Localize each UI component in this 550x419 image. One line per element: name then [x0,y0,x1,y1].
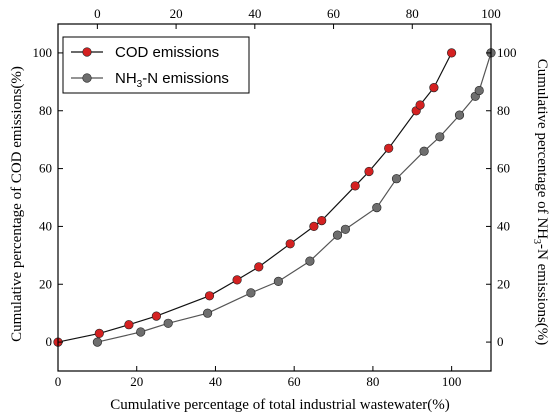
plot-frame [57,23,492,372]
x-top-tick-label: 60 [327,6,340,21]
series-1-point [415,100,425,110]
plot-area [53,48,496,347]
legend-label-2: NH3-N emissions [115,70,229,90]
y-right-tick-label: 100 [497,45,517,60]
legend: COD emissions NH3-N emissions [62,36,250,94]
legend-label-1: COD emissions [115,44,219,61]
y-right-tick-label: 80 [497,103,510,118]
y-left-tick-label: 40 [39,218,52,233]
series-2-point [391,174,402,184]
y-axis-left-title: Cumulative percentage of COD emissions(%… [9,66,25,342]
x-bottom-tick-label: 60 [288,374,301,389]
legend-box [62,36,250,94]
series-2-point [163,318,173,328]
series-1-point [309,221,319,231]
x-bottom-tick-label: 20 [130,374,143,389]
series-1-point [151,311,161,321]
series-1-point [285,239,295,249]
series-line-1 [57,52,453,343]
y-right-tick-label: 40 [497,218,510,233]
y-left-tick-label: 20 [39,276,52,291]
series-2-point [273,276,284,287]
x-top-tick-label: 100 [481,6,501,21]
series-2-point [340,224,351,234]
series-2-point [435,132,445,142]
y-right-tick-label: 60 [497,161,510,176]
series-1-point [124,320,134,330]
y-axis-right-title: Cumulative percentage of NH3-N emissions… [531,59,550,346]
series-2-point [372,203,382,213]
series-1-point [254,262,264,272]
series-2-point [419,146,429,156]
series-1-point [364,166,374,177]
series-2-point [203,308,213,318]
x-bottom-tick-label: 80 [366,374,379,389]
series-2-point [246,288,256,298]
series-1-point [429,82,439,93]
y-left-tick-label: 100 [33,45,53,60]
series-1-point [350,181,360,191]
x-top-tick-label: 20 [170,6,183,21]
x-bottom-tick-label: 0 [55,374,62,389]
series-2-point [92,337,102,347]
series-2-point [332,230,343,240]
x-top-tick-label: 40 [248,6,261,21]
series-2-point [136,327,146,337]
x-bottom-tick-label: 100 [442,374,462,389]
y-left-tick-label: 60 [39,161,52,176]
x-top-tick-label: 80 [406,6,419,21]
legend-swatch-marker-2 [82,73,92,83]
y-left-tick-label: 80 [39,103,52,118]
series-2-point [474,85,484,96]
y-left-tick-label: 0 [46,334,53,349]
x-axis-title: Cumulative percentage of total industria… [110,397,449,413]
series-line-2 [97,52,492,343]
series-1-point [204,291,215,301]
axes: 0 20 40 60 80 100 0 20 40 60 80 100 0 0 20 20 40 40 60 60 80… [33,6,517,389]
x-top-tick-label: 0 [94,6,101,21]
x-bottom-tick-label: 40 [209,374,222,389]
legend-swatch-marker-1 [82,47,92,57]
series-1-point [317,216,327,226]
series-1-point [384,143,394,153]
series-2-point [454,110,465,120]
y-right-tick-label: 0 [497,334,504,349]
y-right-tick-label: 20 [497,276,510,291]
series-1-point [232,275,242,285]
series-2-point [305,256,315,266]
series-1-point [94,328,104,339]
series-1-point [447,48,457,58]
